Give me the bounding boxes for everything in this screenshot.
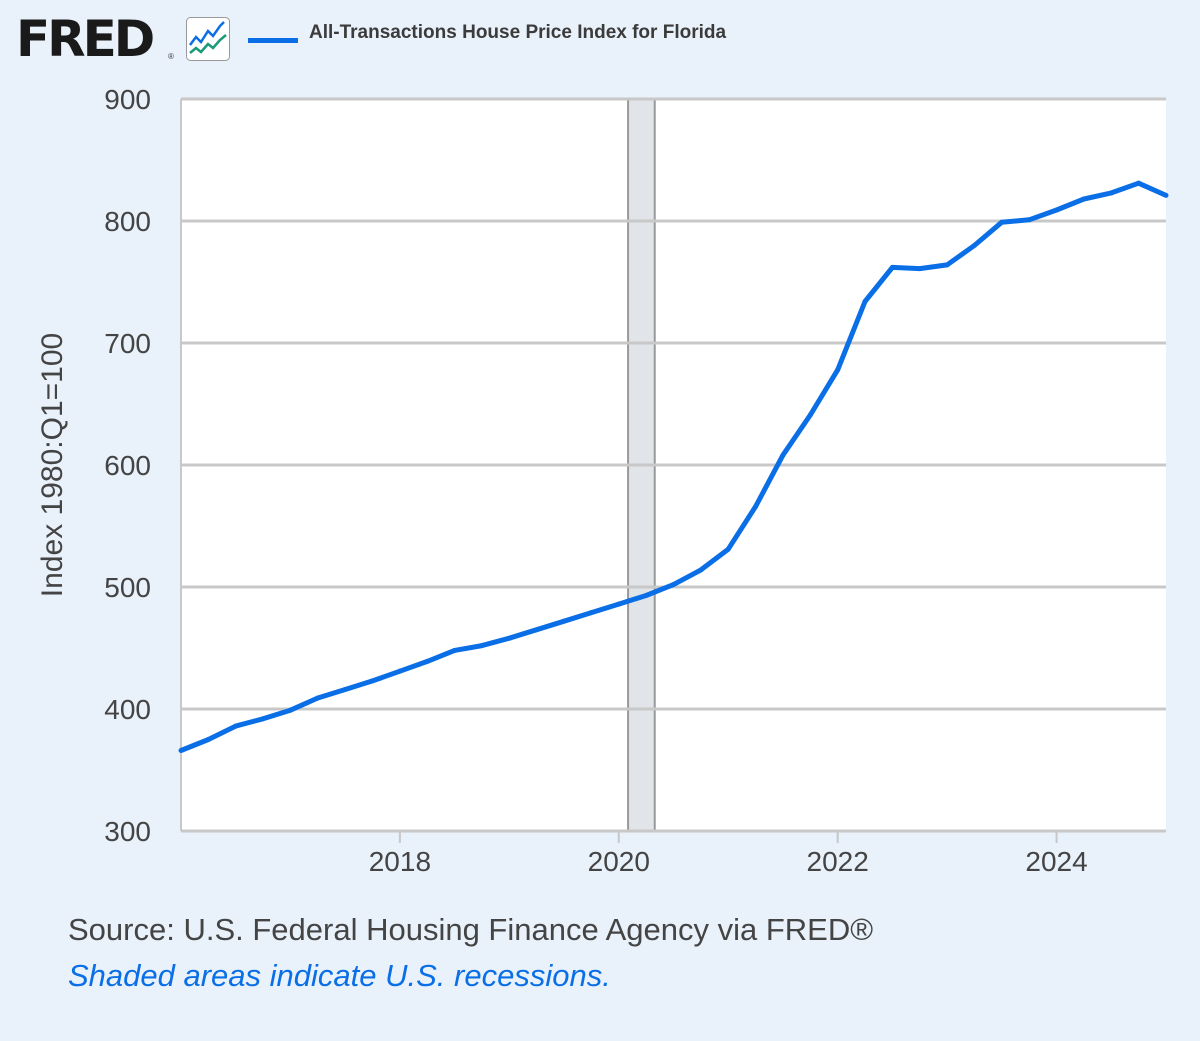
data-point (315, 695, 321, 701)
y-tick-label: 600 (104, 450, 151, 481)
data-point (807, 412, 813, 418)
data-point (397, 668, 403, 674)
data-point (780, 452, 786, 458)
y-tick-label: 900 (104, 84, 151, 115)
legend-label: All-Transactions House Price Index for F… (309, 22, 727, 43)
y-tick-label: 700 (104, 328, 151, 359)
data-point (889, 264, 895, 270)
data-point (1163, 192, 1169, 198)
y-tick-label: 400 (104, 694, 151, 725)
data-point (999, 219, 1005, 225)
y-axis-label: Index 1980:Q1=100 (36, 333, 69, 597)
data-point (588, 610, 594, 616)
y-tick-label: 800 (104, 206, 151, 237)
data-point (260, 716, 266, 722)
data-point (287, 707, 293, 713)
data-point (698, 567, 704, 573)
data-point (342, 686, 348, 692)
data-point (534, 627, 540, 633)
y-tick-label: 300 (104, 816, 151, 847)
data-point (452, 647, 458, 653)
data-point (971, 242, 977, 248)
source-text: Source: U.S. Federal Housing Finance Age… (68, 912, 874, 947)
data-point (835, 367, 841, 373)
data-point (753, 503, 759, 509)
data-point (561, 618, 567, 624)
x-tick-label: 2018 (369, 846, 431, 877)
data-point (233, 723, 239, 729)
x-tick-label: 2024 (1025, 846, 1087, 877)
data-point (1054, 207, 1060, 213)
fred-logo: FRED (16, 10, 155, 68)
data-point (1108, 190, 1114, 196)
data-point (1081, 196, 1087, 202)
y-tick-label: 500 (104, 572, 151, 603)
data-point (944, 262, 950, 268)
x-tick-label: 2020 (588, 846, 650, 877)
data-point (479, 643, 485, 649)
data-point (671, 582, 676, 588)
data-point (205, 737, 211, 742)
data-point (370, 678, 376, 684)
legend-swatch (248, 38, 298, 43)
chart-logo-icon (186, 17, 230, 61)
data-point (643, 593, 649, 599)
data-point (862, 299, 868, 305)
registered-mark: ® (168, 52, 174, 61)
data-point (725, 546, 731, 552)
recession-note: Shaded areas indicate U.S. recessions. (68, 958, 611, 993)
data-point (616, 601, 622, 607)
data-point (506, 635, 512, 641)
data-point (178, 747, 184, 753)
x-tick-label: 2022 (807, 846, 869, 877)
data-point (917, 266, 923, 272)
line-chart: 300 400 500 600 700 800 900 2018 2020 2022 2024 I… (36, 84, 1169, 877)
data-point (1026, 217, 1032, 223)
data-point (424, 658, 430, 664)
data-point (1136, 180, 1142, 186)
